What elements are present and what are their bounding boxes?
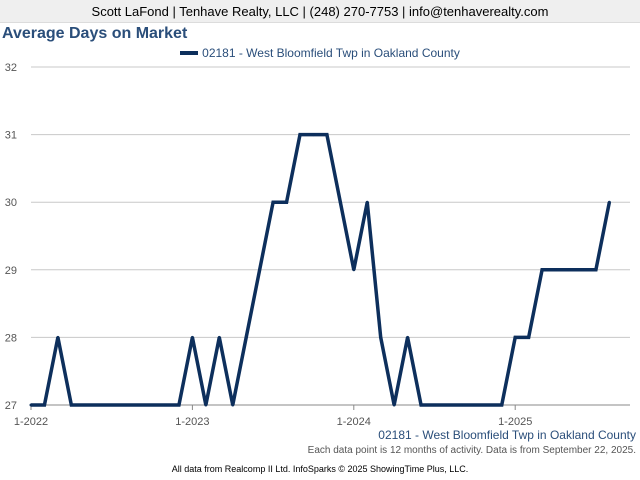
data-point — [406, 335, 410, 339]
data-point — [419, 403, 423, 407]
x-tick-label: 1-2024 — [337, 416, 371, 428]
x-tick-label: 1-2022 — [14, 416, 48, 428]
data-point — [29, 403, 33, 407]
data-point — [311, 133, 315, 137]
data-point — [554, 268, 558, 272]
data-point — [190, 335, 194, 339]
data-point — [325, 133, 329, 137]
x-tick-labels: 1-2022 1-2023 1-2024 1-2025 — [14, 405, 532, 428]
data-point — [473, 403, 477, 407]
data-point — [244, 335, 248, 339]
data-point — [69, 403, 73, 407]
legend: 02181 - West Bloomfield Twp in Oakland C… — [0, 46, 640, 60]
y-tick-labels: 27 28 29 30 31 32 — [5, 62, 17, 412]
data-point — [258, 268, 262, 272]
data-point — [96, 403, 100, 407]
data-point — [459, 403, 463, 407]
y-tick-label: 28 — [5, 332, 17, 344]
data-point — [42, 403, 46, 407]
x-tick-label: 1-2023 — [175, 416, 209, 428]
data-point — [231, 403, 235, 407]
contact-text: Scott LaFond | Tenhave Realty, LLC | (24… — [91, 3, 549, 19]
data-point — [123, 403, 127, 407]
y-tick-label: 31 — [5, 130, 17, 142]
data-point — [137, 403, 141, 407]
data-point — [110, 403, 114, 407]
legend-entry: 02181 - West Bloomfield Twp in Oakland C… — [202, 46, 460, 60]
data-point — [56, 335, 60, 339]
data-point — [446, 403, 450, 407]
y-tick-label: 32 — [5, 62, 17, 74]
data-point — [594, 268, 598, 272]
data-point — [500, 403, 504, 407]
footer-series-label: 02181 - West Bloomfield Twp in Oakland C… — [378, 428, 636, 442]
series-line — [31, 132, 612, 407]
contact-header: Scott LaFond | Tenhave Realty, LLC | (24… — [0, 0, 640, 23]
data-point — [513, 335, 517, 339]
data-point — [365, 200, 369, 204]
y-tick-label: 29 — [5, 265, 17, 277]
data-point — [540, 268, 544, 272]
data-point — [352, 268, 356, 272]
footer-credit: All data from Realcomp II Ltd. InfoSpark… — [171, 464, 469, 474]
legend-swatch — [180, 51, 199, 55]
data-point — [83, 403, 87, 407]
data-point — [379, 335, 383, 339]
y-tick-label: 30 — [5, 197, 17, 209]
data-point — [580, 268, 584, 272]
data-point — [164, 403, 167, 407]
footer-note: Each data point is 12 months of activity… — [307, 445, 636, 456]
data-point — [486, 403, 490, 407]
data-point — [177, 403, 181, 407]
y-tick-label: 27 — [5, 400, 17, 412]
data-point — [271, 200, 275, 204]
data-point — [338, 200, 342, 204]
data-point — [433, 403, 436, 407]
data-point — [392, 403, 396, 407]
x-tick-label: 1-2025 — [498, 416, 532, 428]
data-point — [150, 403, 154, 407]
chart-title: Average Days on Market — [2, 25, 188, 42]
data-point — [204, 403, 208, 407]
series-group — [29, 132, 612, 407]
data-point — [285, 200, 289, 204]
data-point — [217, 335, 221, 339]
data-point — [298, 133, 302, 137]
data-point — [607, 200, 611, 204]
data-point — [567, 268, 571, 272]
grid-lines — [31, 66, 630, 406]
data-point — [527, 335, 531, 339]
